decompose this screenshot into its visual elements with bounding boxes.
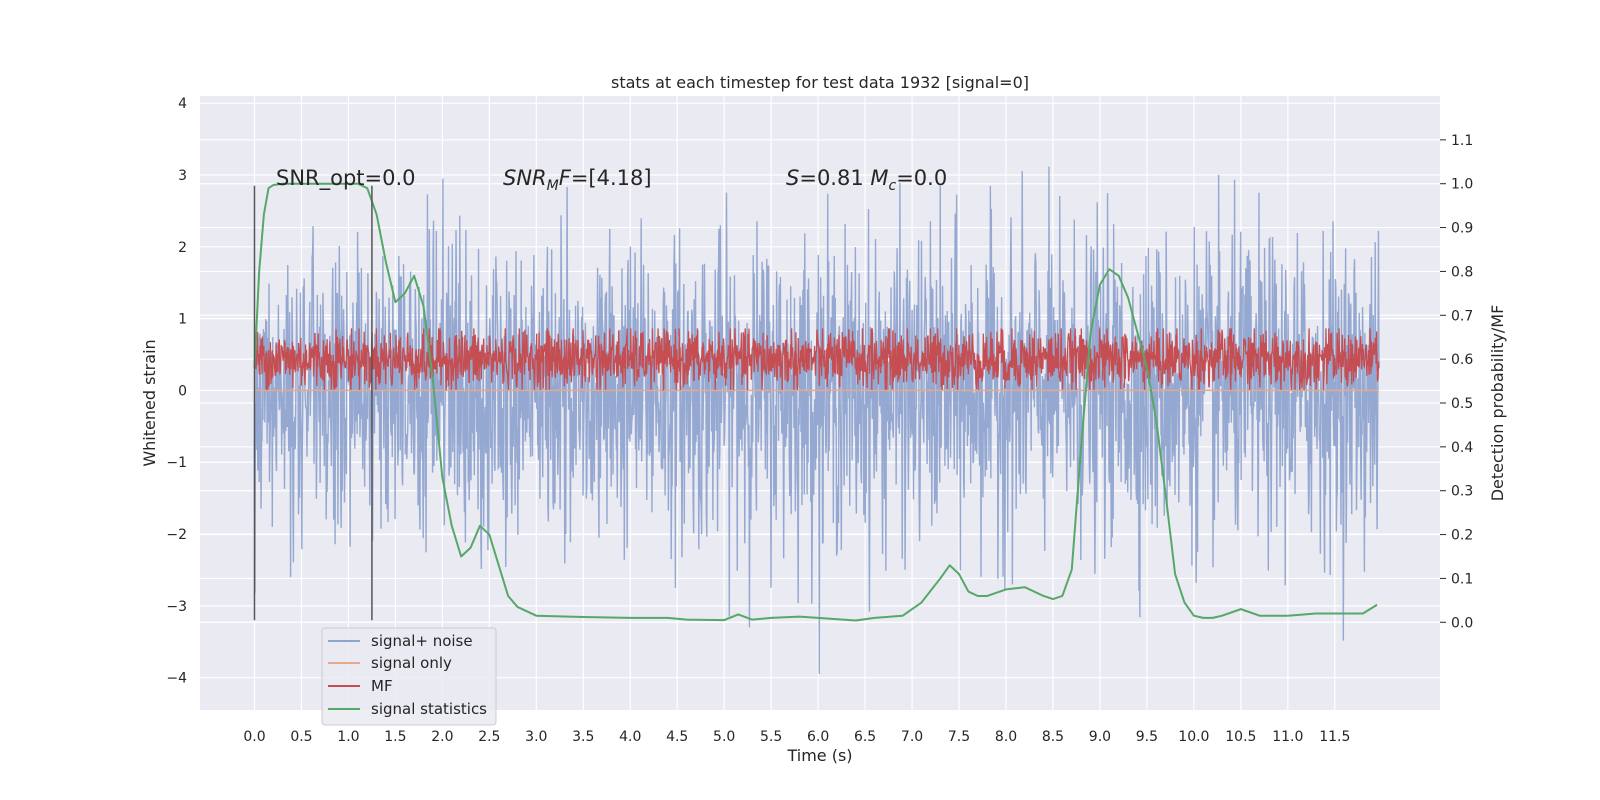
- x-tick-label: 7.5: [948, 729, 970, 745]
- x-tick-label: 8.5: [1042, 729, 1064, 745]
- x-tick-label: 1.5: [384, 729, 406, 745]
- x-tick-label: 4.0: [619, 729, 641, 745]
- y-right-tick-label: 0.5: [1451, 396, 1473, 412]
- x-tick-label: 11.5: [1319, 729, 1350, 745]
- y-right-tick-label: 0.8: [1451, 264, 1473, 280]
- x-axis-label: Time (s): [786, 746, 852, 765]
- y-left-tick-label: 1: [178, 312, 187, 328]
- legend-box: [321, 627, 497, 726]
- x-tick-label: 2.5: [478, 729, 500, 745]
- x-tick-label: 11.0: [1272, 729, 1303, 745]
- x-tick-label: 5.5: [760, 729, 782, 745]
- y-left-tick-label: −3: [166, 599, 187, 615]
- y-left-tick-label: −2: [166, 527, 187, 543]
- y-right-tick-label: 0.6: [1451, 352, 1473, 368]
- y-right-tick-label: 0.0: [1451, 615, 1473, 631]
- annotation-snr-mf: SNRMF=[4.18]: [503, 166, 652, 194]
- x-tick-label: 9.0: [1089, 729, 1111, 745]
- y-right-tick-label: 1.1: [1451, 133, 1473, 149]
- x-tick-label: 1.0: [337, 729, 359, 745]
- y-right-tick-labels: 0.0 0.1 0.2 0.3 0.4 0.5 0.6 0.7 0.8 0.9 1.0 1.1: [1440, 133, 1473, 631]
- x-tick-label: 3.0: [525, 729, 547, 745]
- y-right-tick-label: 0.7: [1451, 308, 1473, 324]
- annotation-s-mc: S=0.81 Mc=0.0: [786, 166, 947, 194]
- x-tick-label: 6.0: [807, 729, 829, 745]
- y-left-tick-label: −1: [166, 455, 187, 471]
- y-right-tick-label: 0.2: [1451, 528, 1473, 544]
- y-right-tick-label: 0.3: [1451, 484, 1473, 500]
- y-right-tick-label: 0.1: [1451, 571, 1473, 587]
- x-tick-label: 3.5: [572, 729, 594, 745]
- series-mf: [253, 328, 1380, 391]
- y-right-axis-label: Detection probability/MF: [1488, 305, 1507, 502]
- legend-label-signal-only: signal only: [371, 654, 452, 672]
- legend-label-signal-statistics: signal statistics: [371, 700, 487, 718]
- legend-label-mf: MF: [371, 677, 393, 695]
- x-tick-label: 9.5: [1136, 729, 1158, 745]
- x-tick-label: 8.0: [995, 729, 1017, 745]
- x-tick-label: 2.0: [431, 729, 453, 745]
- legend: signal+ noise signal only MF signal stat…: [321, 627, 497, 726]
- vertical-markers: [253, 185, 373, 621]
- x-tick-label: 5.0: [713, 729, 735, 745]
- annotation-snr-opt: SNR_opt=0.0: [276, 166, 416, 191]
- y-left-axis-label: Whitened strain: [140, 339, 159, 466]
- y-left-tick-label: 4: [178, 96, 187, 112]
- x-tick-label: 6.5: [854, 729, 876, 745]
- x-tick-label: 10.0: [1178, 729, 1209, 745]
- data-layer: [253, 166, 1380, 674]
- chart-title: stats at each timestep for test data 193…: [611, 73, 1029, 92]
- y-right-tick-label: 1.0: [1451, 177, 1473, 193]
- x-tick-label: 0.0: [243, 729, 265, 745]
- x-tick-label: 10.5: [1225, 729, 1256, 745]
- series-signal-statistics: [253, 182, 1378, 622]
- series-signal-noise: [253, 166, 1380, 674]
- y-right-tick-label: 0.4: [1451, 440, 1473, 456]
- x-tick-label: 0.5: [290, 729, 312, 745]
- x-tick-label: 7.0: [901, 729, 923, 745]
- y-right-tick-label: 0.9: [1451, 221, 1473, 237]
- y-left-tick-labels: −4 −3 −2 −1 0 1 2 3 4: [166, 96, 187, 687]
- y-left-tick-label: 2: [178, 240, 187, 256]
- y-left-tick-label: −4: [166, 671, 187, 687]
- x-tick-labels: 0.0 0.5 1.0 1.5 2.0 2.5 3.0 3.5 4.0 4.5 5.0 5.5 6.0 6…: [243, 729, 1350, 745]
- y-left-tick-label: 0: [178, 383, 187, 399]
- y-left-tick-label: 3: [178, 168, 187, 184]
- x-tick-label: 4.5: [666, 729, 688, 745]
- legend-label-signal-noise: signal+ noise: [371, 632, 473, 650]
